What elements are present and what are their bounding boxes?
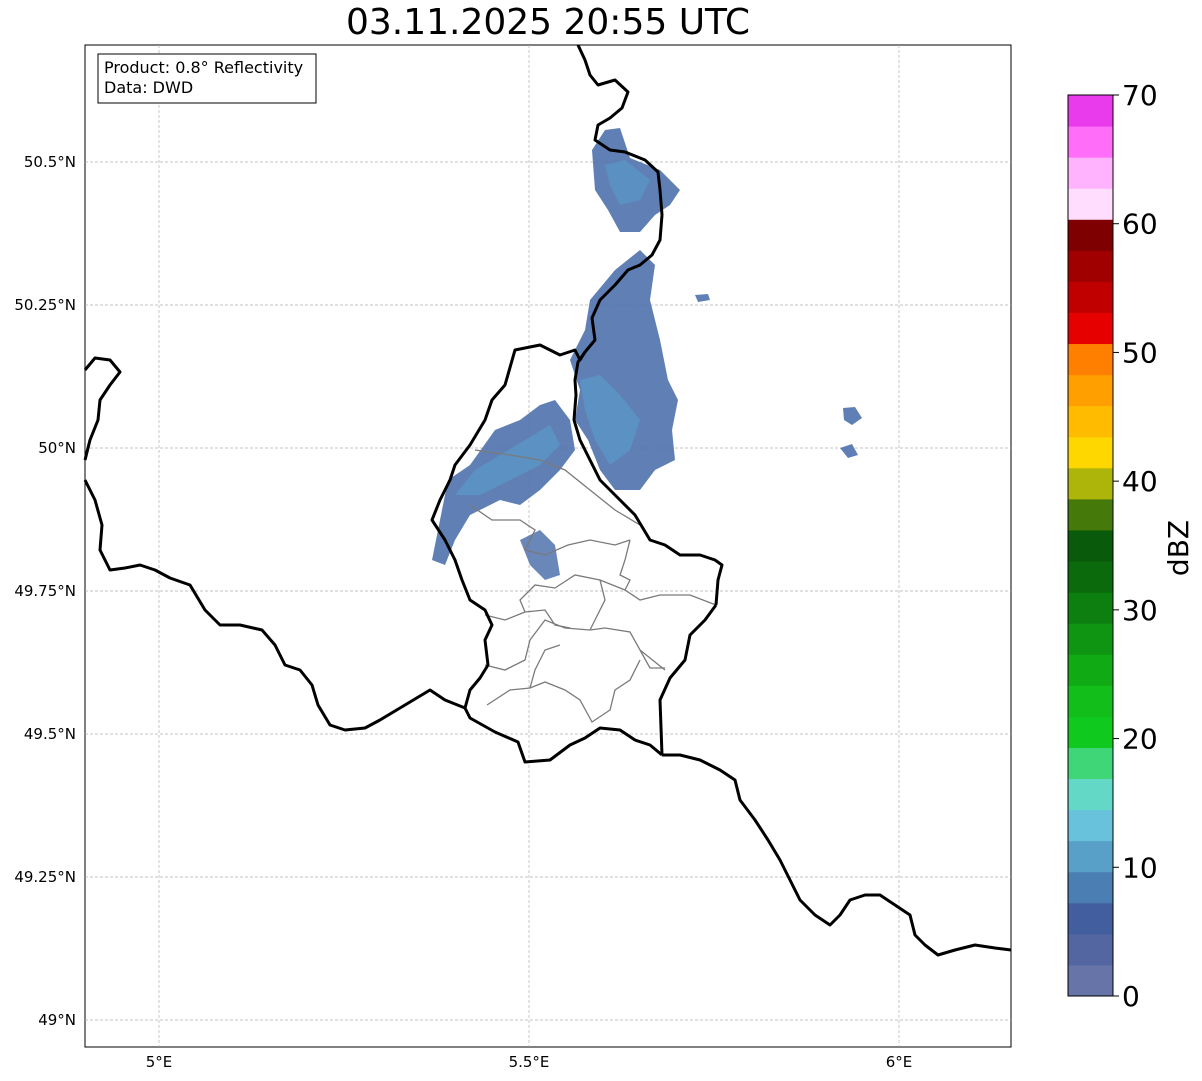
colorbar-band — [1068, 685, 1113, 717]
colorbar-band — [1068, 871, 1113, 904]
colorbar-band — [1068, 902, 1113, 935]
colorbar-tick-label: 30 — [1122, 594, 1158, 627]
colorbar-band — [1068, 219, 1113, 251]
colorbar-band — [1068, 654, 1113, 686]
colorbar-band — [1068, 126, 1113, 158]
y-axis-ticks: 50.5°N 50.25°N 50°N 49.75°N 49.5°N 49.25°N 49°… — [14, 153, 76, 1029]
colorbar-band — [1068, 374, 1113, 407]
colorbar-band — [1068, 747, 1113, 780]
colorbar-tick-label: 60 — [1122, 208, 1158, 241]
x-tick-label: 5.5°E — [509, 1053, 550, 1071]
colorbar-band — [1068, 188, 1113, 220]
echo-middle-core — [580, 375, 640, 465]
colorbar-tick-label: 20 — [1122, 723, 1158, 756]
map-title: 03.11.2025 20:55 UTC — [345, 2, 751, 43]
colorbar-band — [1068, 405, 1113, 438]
x-axis-ticks: 5°E5.5°E6°E6.5°E7°E — [146, 1053, 913, 1071]
colorbar-bands — [1068, 95, 1113, 997]
y-tick-label: 49.75°N — [14, 582, 76, 600]
y-tick-label: 49°N — [38, 1011, 76, 1029]
colorbar-band — [1068, 778, 1113, 811]
y-tick-label: 49.25°N — [14, 868, 76, 886]
y-tick-label: 49.5°N — [24, 725, 76, 743]
colorbar-band — [1068, 343, 1113, 376]
y-tick-label: 50.25°N — [14, 296, 76, 314]
colorbar-band — [1068, 312, 1113, 345]
echo-east-2 — [840, 444, 858, 458]
colorbar-band — [1068, 964, 1113, 997]
colorbar-band — [1068, 467, 1113, 500]
echo-west-core — [455, 425, 560, 495]
colorbar-band — [1068, 95, 1113, 127]
info-product-text: Product: 0.8° Reflectivity — [104, 58, 303, 77]
echo-east-3 — [695, 294, 710, 302]
y-tick-label: 50.5°N — [24, 153, 76, 171]
x-tick-label: 5°E — [146, 1053, 173, 1071]
colorbar-frame — [1067, 94, 1114, 997]
colorbar-band — [1068, 436, 1113, 469]
echo-south-small — [520, 530, 560, 580]
colorbar-tick-label: 70 — [1122, 79, 1158, 112]
colorbar-tick-label: 40 — [1122, 465, 1158, 498]
colorbar-band — [1068, 561, 1113, 593]
colorbar-band — [1068, 250, 1113, 282]
colorbar-band — [1068, 498, 1113, 531]
x-tick-label: 6°E — [886, 1053, 913, 1071]
radar-echoes — [432, 128, 862, 580]
admin-borders — [469, 449, 717, 723]
colorbar-band — [1068, 716, 1113, 748]
colorbar-band — [1068, 933, 1113, 966]
y-tick-label: 50°N — [38, 439, 76, 457]
echo-east-1 — [843, 407, 862, 425]
info-box: Product: 0.8° Reflectivity Data: DWD — [97, 53, 317, 104]
colorbar-ticks: 0 10 20 30 40 50 60 70 — [1113, 79, 1158, 1013]
colorbar-band — [1068, 281, 1113, 313]
colorbar-band — [1068, 529, 1113, 562]
colorbar-tick-label: 0 — [1122, 980, 1140, 1013]
colorbar-tick-label: 10 — [1122, 851, 1158, 884]
colorbar-band — [1068, 809, 1113, 842]
info-source-text: Data: DWD — [104, 78, 193, 97]
colorbar-label: dBZ — [1162, 520, 1195, 576]
gridlines — [85, 45, 1011, 1047]
colorbar: 0 10 20 30 40 50 60 70 dBZ — [1067, 79, 1195, 1013]
colorbar-band — [1068, 840, 1113, 873]
info-box-frame — [97, 53, 317, 104]
colorbar-band — [1068, 623, 1113, 655]
colorbar-band — [1068, 592, 1113, 624]
country-borders — [83, 44, 1012, 957]
colorbar-band — [1068, 157, 1113, 189]
colorbar-tick-label: 50 — [1122, 336, 1158, 369]
echo-north-core — [605, 160, 650, 205]
